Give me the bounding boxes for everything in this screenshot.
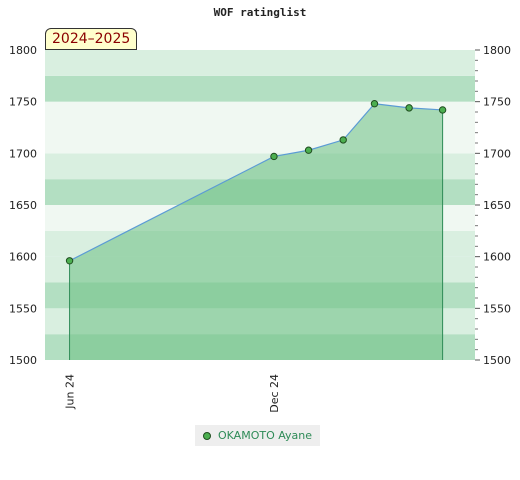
y-tick-label-left: 1700 bbox=[9, 147, 37, 160]
background-band bbox=[45, 75, 475, 102]
series-area bbox=[69, 103, 443, 360]
legend-label: OKAMOTO Ayane bbox=[218, 429, 312, 442]
data-point bbox=[270, 152, 278, 161]
y-tick-label-right: 1550 bbox=[483, 302, 511, 315]
y-tick-label-left: 1500 bbox=[9, 354, 37, 367]
y-tick-label-left: 1800 bbox=[9, 44, 37, 57]
data-point bbox=[339, 136, 347, 144]
season-badge: 2024–2025 bbox=[45, 28, 138, 50]
y-tick-label-right: 1700 bbox=[483, 147, 511, 160]
data-point bbox=[370, 100, 379, 108]
y-tick-label-right: 1750 bbox=[483, 96, 511, 109]
x-tick-label: Jun 24 bbox=[64, 374, 77, 410]
y-tick-label-left: 1650 bbox=[9, 199, 37, 212]
chart-title: WOF ratinglist bbox=[213, 6, 307, 19]
y-tick-label-right: 1600 bbox=[483, 251, 511, 264]
y-tick-label-left: 1550 bbox=[9, 302, 37, 315]
y-tick-label-right: 1800 bbox=[483, 44, 511, 57]
x-tick-label: Dec 24 bbox=[268, 374, 281, 413]
y-tick-label-left: 1750 bbox=[9, 96, 37, 109]
data-point bbox=[65, 257, 74, 265]
data-point bbox=[304, 146, 313, 154]
y-tick-label-left: 1600 bbox=[9, 251, 37, 264]
legend-marker-icon bbox=[203, 431, 211, 440]
data-point bbox=[438, 106, 447, 114]
y-tick-label-right: 1500 bbox=[483, 354, 511, 367]
data-point bbox=[405, 104, 413, 112]
background-band bbox=[45, 50, 475, 76]
legend[interactable]: OKAMOTO Ayane bbox=[195, 425, 320, 446]
y-tick-label-right: 1650 bbox=[483, 199, 511, 212]
